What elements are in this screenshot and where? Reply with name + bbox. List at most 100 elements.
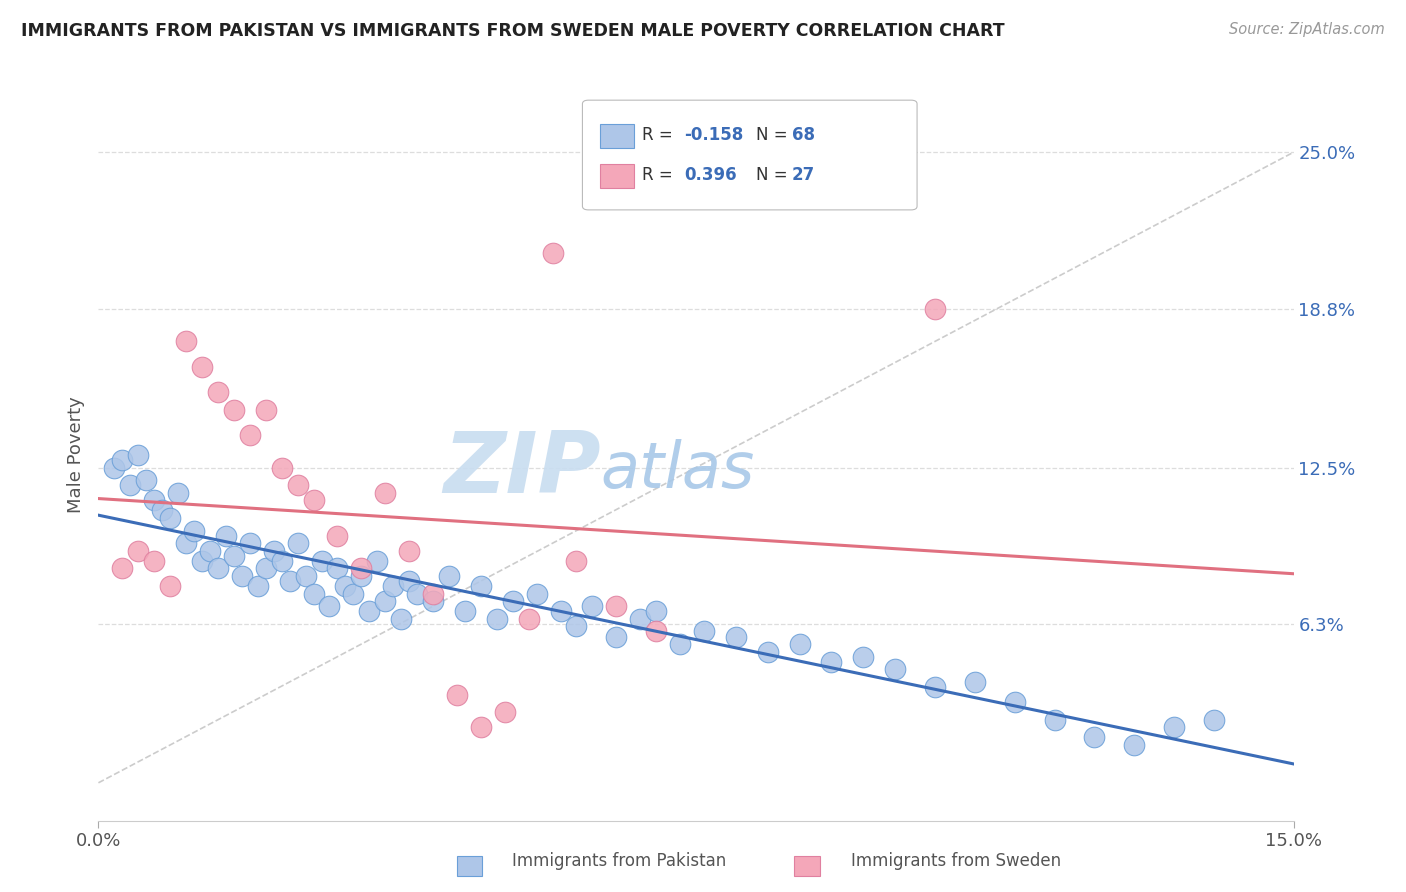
Point — [342, 587, 364, 601]
Point — [550, 604, 572, 618]
FancyBboxPatch shape — [582, 100, 917, 210]
Point — [359, 604, 381, 618]
Point — [167, 485, 190, 500]
Point — [756, 645, 779, 659]
Point — [820, 655, 842, 669]
Point — [565, 619, 588, 633]
Point — [159, 511, 181, 525]
Point — [724, 630, 747, 644]
Point — [963, 674, 986, 689]
Point — [278, 574, 301, 588]
Point — [517, 612, 540, 626]
Point — [302, 493, 325, 508]
Point — [239, 427, 262, 442]
Point — [174, 334, 197, 349]
Point — [581, 599, 603, 614]
Point — [502, 594, 524, 608]
Point — [470, 720, 492, 734]
Point — [1123, 738, 1146, 752]
Point — [143, 554, 166, 568]
Point — [374, 594, 396, 608]
Text: 0.396: 0.396 — [685, 166, 737, 184]
Point — [111, 561, 134, 575]
Point — [526, 587, 548, 601]
Point — [287, 478, 309, 492]
Point — [191, 359, 214, 374]
Point — [645, 604, 668, 618]
Point — [183, 524, 205, 538]
Point — [302, 587, 325, 601]
Y-axis label: Male Poverty: Male Poverty — [67, 397, 86, 513]
Point — [789, 637, 811, 651]
Point — [207, 384, 229, 399]
Text: Immigrants from Pakistan: Immigrants from Pakistan — [512, 852, 725, 870]
Point — [311, 554, 333, 568]
Point — [884, 662, 907, 676]
Point — [326, 528, 349, 542]
Point — [150, 503, 173, 517]
Point — [318, 599, 340, 614]
Point — [669, 637, 692, 651]
Point — [1004, 695, 1026, 709]
Point — [645, 624, 668, 639]
Point — [605, 630, 627, 644]
Point — [287, 536, 309, 550]
Point — [159, 579, 181, 593]
Point — [454, 604, 477, 618]
Point — [565, 554, 588, 568]
Point — [422, 594, 444, 608]
Point — [494, 705, 516, 719]
Text: R =: R = — [643, 166, 678, 184]
Point — [470, 579, 492, 593]
Point — [263, 543, 285, 558]
Point — [398, 574, 420, 588]
Point — [446, 688, 468, 702]
Point — [143, 493, 166, 508]
Point — [127, 448, 149, 462]
Point — [485, 612, 508, 626]
Point — [215, 528, 238, 542]
Point — [254, 402, 277, 417]
Point — [254, 561, 277, 575]
Point — [120, 478, 142, 492]
Point — [270, 554, 292, 568]
Text: N =: N = — [756, 127, 793, 145]
Text: ZIP: ZIP — [443, 428, 600, 511]
Point — [924, 680, 946, 694]
Text: -0.158: -0.158 — [685, 127, 744, 145]
Point — [207, 561, 229, 575]
Point — [127, 543, 149, 558]
Point — [1202, 713, 1225, 727]
Text: Source: ZipAtlas.com: Source: ZipAtlas.com — [1229, 22, 1385, 37]
Point — [382, 579, 405, 593]
Point — [294, 569, 316, 583]
Text: IMMIGRANTS FROM PAKISTAN VS IMMIGRANTS FROM SWEDEN MALE POVERTY CORRELATION CHAR: IMMIGRANTS FROM PAKISTAN VS IMMIGRANTS F… — [21, 22, 1005, 40]
Point — [422, 587, 444, 601]
Point — [174, 536, 197, 550]
Point — [350, 569, 373, 583]
Point — [366, 554, 388, 568]
Point — [1043, 713, 1066, 727]
Point — [406, 587, 429, 601]
Point — [1163, 720, 1185, 734]
Point — [222, 402, 245, 417]
Text: atlas: atlas — [600, 439, 755, 500]
Point — [389, 612, 412, 626]
Point — [628, 612, 651, 626]
Point — [693, 624, 716, 639]
Point — [198, 543, 221, 558]
Point — [398, 543, 420, 558]
Point — [239, 536, 262, 550]
Point — [852, 649, 875, 664]
Point — [350, 561, 373, 575]
Point — [335, 579, 357, 593]
Point — [326, 561, 349, 575]
Text: R =: R = — [643, 127, 678, 145]
Point — [924, 301, 946, 316]
Point — [103, 460, 125, 475]
Text: N =: N = — [756, 166, 793, 184]
Text: Immigrants from Sweden: Immigrants from Sweden — [851, 852, 1062, 870]
Text: 68: 68 — [792, 127, 814, 145]
Point — [191, 554, 214, 568]
Point — [605, 599, 627, 614]
